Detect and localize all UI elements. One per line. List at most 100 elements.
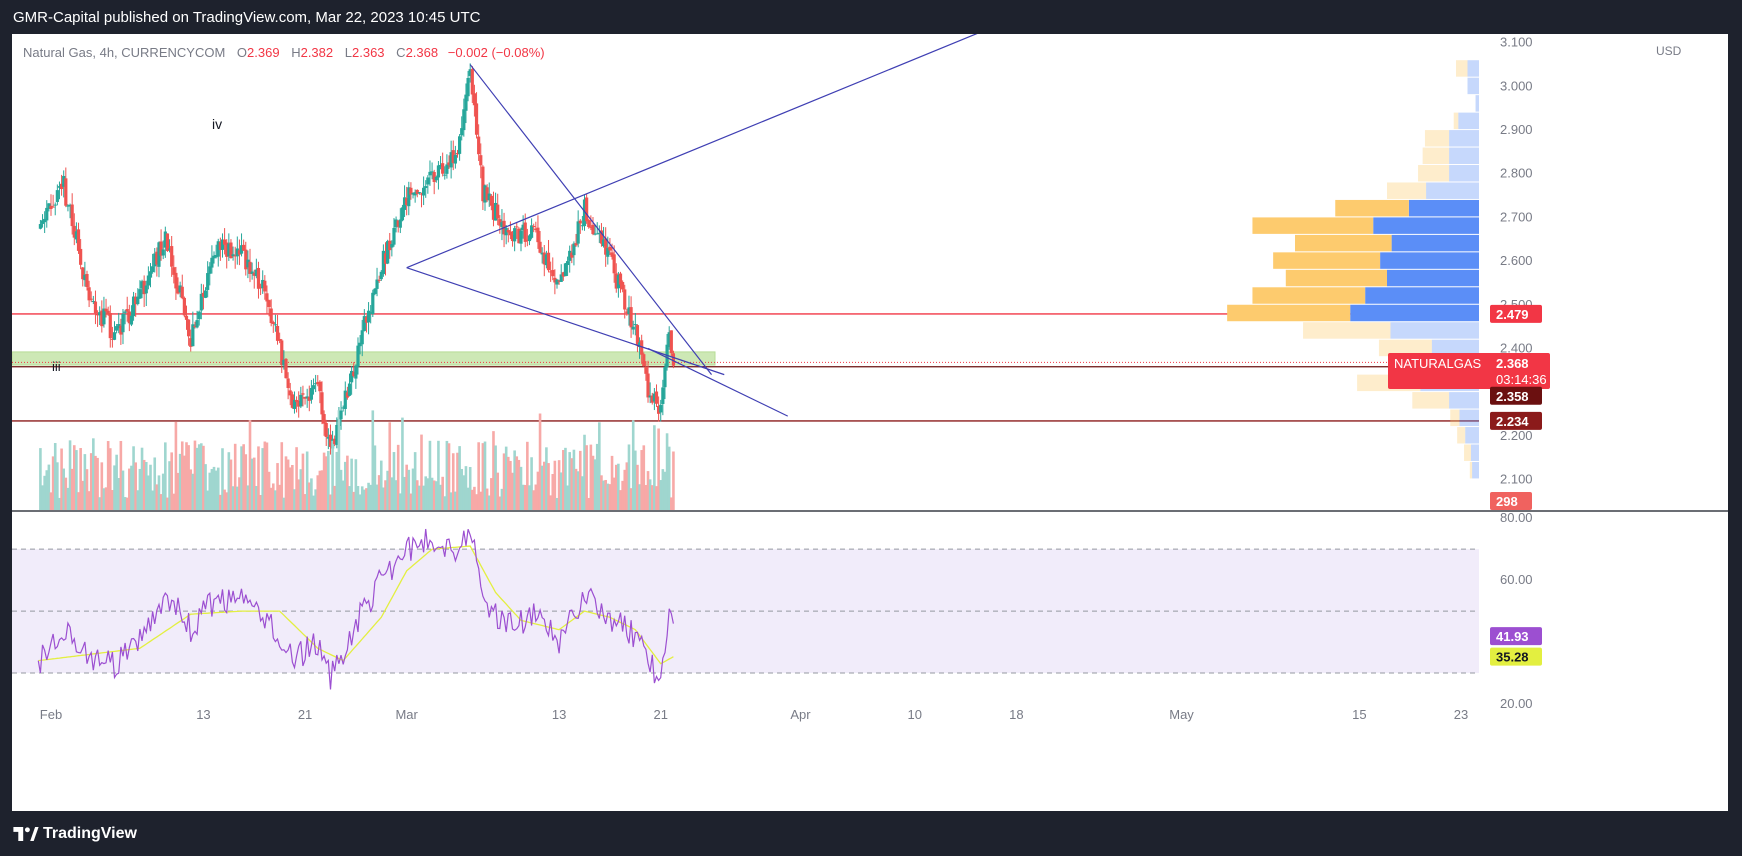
- volume-bar-14: [68, 440, 72, 510]
- volume-bar-0: [39, 448, 42, 510]
- volume-bar-255: [578, 450, 582, 510]
- candle-body-43: [129, 315, 134, 325]
- volume-bar-163: [384, 480, 387, 510]
- volume-bar-68: [183, 455, 186, 510]
- vp-up-13: [1252, 287, 1366, 304]
- symbol-name[interactable]: Natural Gas, 4h, CURRENCYCOM: [23, 45, 226, 60]
- volume-bar-230: [526, 441, 529, 510]
- candle-body-201: [464, 94, 468, 111]
- candle-body-270: [610, 252, 614, 257]
- volume-bar-111: [274, 490, 277, 510]
- candle-body-294: [661, 387, 665, 404]
- candle-body-276: [623, 289, 627, 310]
- candle-body-190: [441, 163, 445, 174]
- volume-bar-170: [399, 493, 402, 510]
- volume-bar-298: [670, 497, 673, 510]
- candle-body-100: [250, 271, 254, 274]
- volume-bar-59: [164, 442, 167, 510]
- volume-bar-23: [87, 491, 91, 510]
- volume-bar-131: [316, 475, 320, 510]
- candle-body-57: [159, 241, 163, 256]
- volume-bar-239: [545, 447, 548, 510]
- candle-body-255: [578, 220, 582, 224]
- volume-bar-36: [115, 454, 118, 510]
- volume-bar-140: [335, 451, 339, 510]
- volume-bar-243: [553, 460, 557, 510]
- candle-body-252: [572, 243, 576, 256]
- candle-body-71: [189, 338, 193, 347]
- candle-body-58: [161, 249, 165, 256]
- volume-bar-241: [549, 495, 552, 510]
- candle-body-72: [191, 324, 195, 347]
- candle-body-234: [534, 228, 538, 231]
- candle-body-1: [40, 220, 45, 224]
- candle-body-145: [345, 392, 349, 398]
- candle-body-230: [525, 239, 529, 241]
- volume-bar-94: [238, 477, 241, 510]
- candle-body-110: [271, 322, 275, 324]
- volume-bar-138: [331, 440, 334, 510]
- volume-bar-72: [191, 473, 195, 510]
- vp-down-16: [1431, 339, 1479, 357]
- volume-bar-25: [92, 438, 95, 510]
- candle-body-150: [356, 345, 360, 367]
- candle-body-204: [470, 69, 474, 95]
- candle-body-174: [407, 187, 411, 207]
- candle-body-179: [417, 192, 421, 194]
- candle-body-228: [521, 224, 525, 231]
- volume-tag-bg: [1490, 492, 1532, 510]
- candle-body-101: [252, 272, 256, 276]
- time-tick-4: 13: [552, 707, 566, 722]
- price-tick-9: 2.200: [1500, 428, 1533, 443]
- volume-bar-16: [72, 445, 76, 510]
- volume-bar-295: [663, 471, 667, 510]
- volume-bar-69: [185, 442, 188, 510]
- candle-body-30: [102, 308, 106, 325]
- candle-body-51: [146, 275, 150, 286]
- candle-body-233: [532, 226, 536, 228]
- candle-body-11: [62, 175, 66, 187]
- vp-down-7: [1426, 182, 1479, 199]
- last-price-value: 2.368: [1496, 356, 1529, 371]
- vp-down-13: [1365, 287, 1479, 304]
- candle-body-102: [254, 269, 258, 277]
- candle-body-177: [413, 192, 417, 196]
- candle-body-41: [125, 309, 129, 312]
- candle-body-260: [589, 226, 593, 228]
- candle-body-6: [51, 206, 55, 208]
- candle-body-180: [419, 193, 424, 195]
- volume-bar-166: [390, 477, 394, 510]
- chart-area[interactable]: iv iii 3.100 3.000 2.900 2.800 2.700 2.600 2.500…: [12, 34, 1728, 811]
- candle-body-259: [587, 220, 591, 228]
- volume-bar-229: [523, 484, 527, 510]
- vp-down-19: [1449, 392, 1479, 409]
- candle-body-176: [411, 193, 415, 195]
- candle-body-75: [197, 311, 201, 320]
- volume-bar-92: [233, 443, 237, 510]
- candle-body-297: [667, 332, 671, 348]
- candle-body-170: [398, 219, 402, 228]
- candle-body-39: [121, 313, 125, 333]
- volume-bar-268: [606, 483, 610, 510]
- volume-bar-20: [81, 480, 85, 510]
- volume-bar-224: [513, 450, 516, 510]
- candle-body-284: [640, 340, 644, 355]
- volume-bar-108: [267, 471, 271, 510]
- chart-canvas[interactable]: iviii3.1003.0002.9002.8002.7002.6002.500…: [12, 34, 1728, 811]
- volume-bar-266: [602, 480, 605, 510]
- volume-bar-235: [536, 471, 540, 510]
- volume-bar-200: [462, 475, 466, 510]
- candle-body-243: [553, 277, 557, 283]
- tradingview-logo[interactable]: TradingView: [13, 825, 137, 843]
- volume-bar-19: [79, 448, 82, 510]
- volume-bar-273: [617, 463, 620, 510]
- candle-body-289: [650, 395, 654, 403]
- time-tick-11: 23: [1454, 707, 1468, 722]
- volume-bar-259: [587, 497, 591, 510]
- trendline-2: [469, 64, 713, 375]
- rsi-line: [37, 528, 674, 690]
- candle-body-186: [432, 172, 436, 182]
- candle-body-99: [248, 261, 252, 274]
- volume-bar-142: [339, 469, 343, 510]
- candle-body-208: [479, 155, 483, 166]
